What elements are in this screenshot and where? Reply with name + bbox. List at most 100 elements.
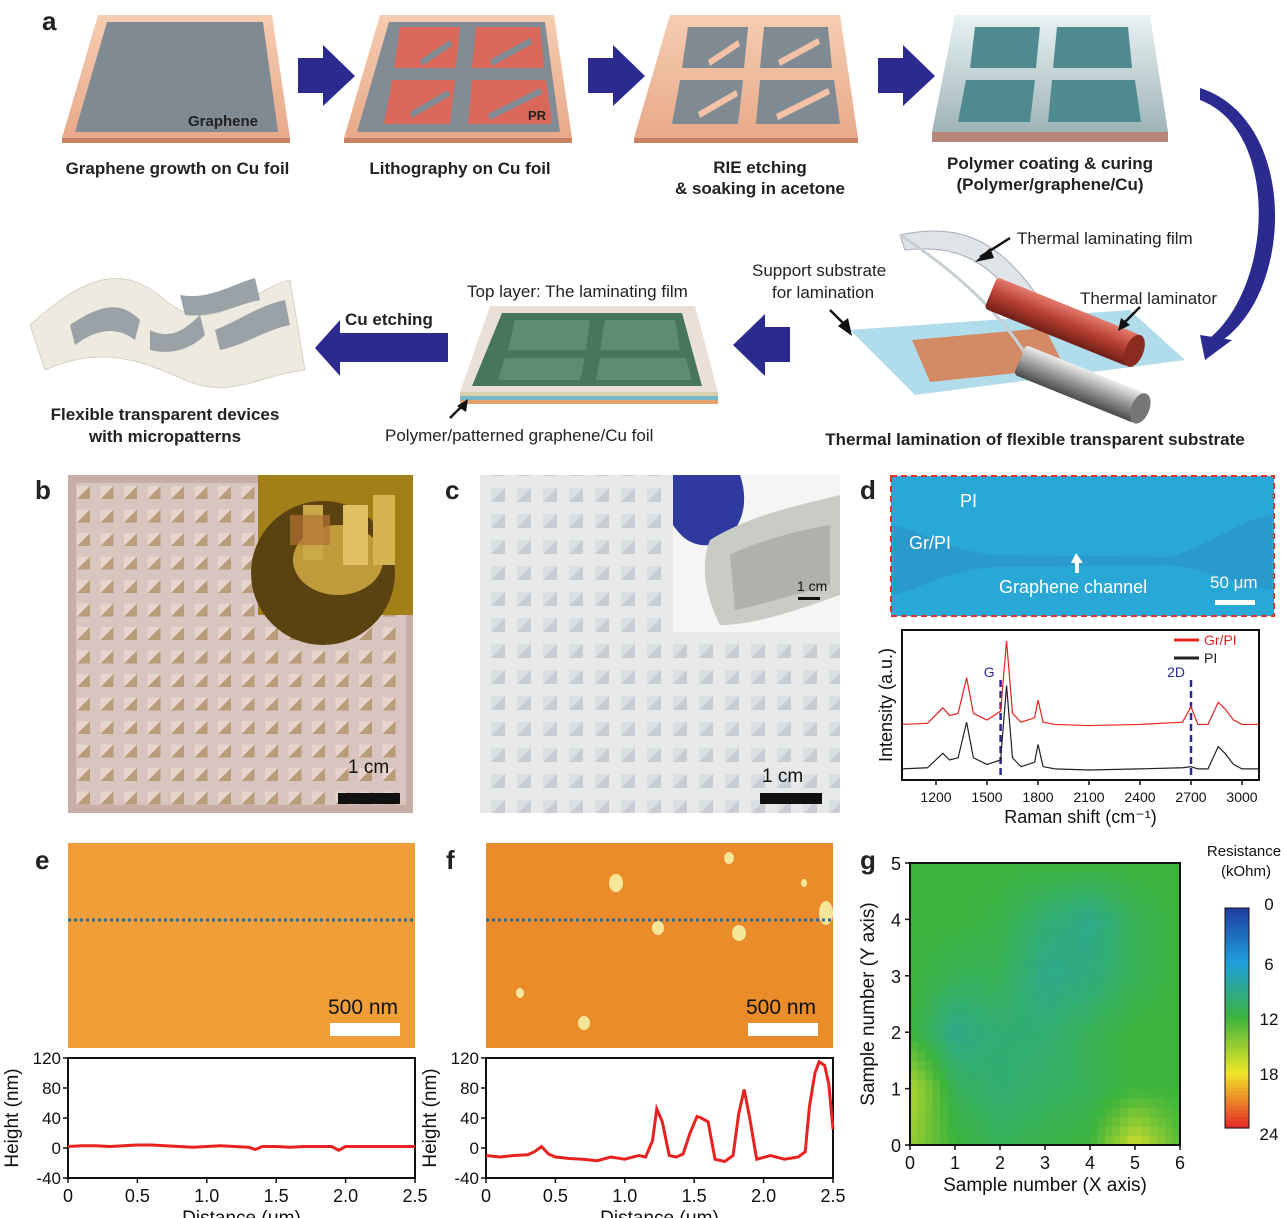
arrow-right-icon [298,45,355,106]
heatmap-cell [1015,900,1024,911]
heatmap-cell [970,1032,979,1043]
heatmap-cell [1037,1051,1046,1061]
heatmap-cell [962,1126,971,1137]
y-axis-label: Sample number (Y axis) [858,902,879,1105]
heatmap-cell [1037,1088,1046,1099]
heatmap-cell [1097,1060,1106,1071]
heatmap-cell [970,1116,979,1127]
heatmap-cell [1135,863,1144,873]
heatmap-cell [977,1126,986,1137]
heatmap-cell [985,1013,994,1024]
heatmap-cell [925,891,934,902]
heatmap-cell [977,1060,986,1071]
heatmap-cell [1037,863,1046,873]
heatmap-cell [1165,1116,1174,1127]
heatmap-cell [955,1107,964,1118]
heatmap-cell [1097,1041,1106,1052]
heatmap-cell [1135,1060,1144,1071]
arrow-left-icon [733,314,790,376]
heatmap-cell [917,994,926,1005]
heatmap-cell [1082,1013,1091,1024]
heatmap-cell [1075,900,1084,911]
heatmap-cell [1007,919,1016,930]
heatmap-cell [1157,1098,1166,1108]
heatmap-cell [925,1060,934,1071]
heatmap-cell [1067,872,1076,883]
heatmap-cell [1030,891,1039,902]
heatmap-cell [917,881,926,892]
heatmap-cell [1120,966,1129,977]
colorbar-segment [1225,970,1249,975]
x-tick-label: 4 [1085,1153,1095,1173]
x-tick-label: 2.5 [820,1186,845,1206]
heatmap-cell [985,1116,994,1127]
heatmap-cell [1105,1116,1114,1127]
heatmap-cell [1120,957,1129,967]
heatmap-cell [1157,1060,1166,1071]
x-tick-label: 1200 [920,789,951,805]
heatmap-cell [1090,1079,1099,1090]
heatmap-cell [1150,900,1159,911]
heatmap-cell [1000,1126,1009,1137]
heatmap-cell [1045,1116,1054,1127]
heatmap-cell [1150,891,1159,902]
y-tick-label: 120 [451,1049,479,1068]
heatmap-cell [1022,1098,1031,1108]
heatmap-cell [1097,994,1106,1005]
heatmap-cell [1142,1107,1151,1118]
arrow-left-icon [315,320,448,376]
colorbar-segment [1225,1062,1249,1067]
heatmap-cell [1165,1135,1174,1146]
heatmap-cell [1022,1032,1031,1043]
colorbar-segment [1225,911,1249,916]
heatmap-cell [940,1098,949,1108]
heatmap-cell [1157,1013,1166,1024]
heatmap-cell [1120,1032,1129,1043]
heatmap-cell [1090,994,1099,1005]
panel-a-schematic [29,15,1276,424]
x-tick-label: 1.5 [682,1186,707,1206]
heatmap-cell [1127,1135,1136,1146]
heatmap-cell [992,1107,1001,1118]
heatmap-cell [1015,1107,1024,1118]
heatmap-cell [917,928,926,939]
heatmap-cell [947,994,956,1005]
heatmap-cell [977,1098,986,1108]
heatmap-cell [1075,985,1084,996]
heatmap-cell [1097,919,1106,930]
heatmap-cell [1015,881,1024,892]
heatmap-cell [1067,1051,1076,1061]
heatmap-cell [1120,891,1129,902]
heatmap-cell [992,1022,1001,1033]
colorbar-title-line2: (kOhm) [1221,863,1271,880]
heatmap-cell [925,1126,934,1137]
colorbar-segment [1225,1087,1249,1092]
curved-arrow-icon [1200,88,1276,360]
y-tick-label: 80 [42,1079,61,1098]
heatmap-cell [1067,947,1076,958]
heatmap-cell [1015,1032,1024,1043]
heatmap-cell [1157,947,1166,958]
x-tick-label: 1500 [971,789,1002,805]
heatmap-cell [1105,891,1114,902]
heatmap-cell [1075,863,1084,873]
heatmap-cell [1127,863,1136,873]
heatmap-cell [1060,863,1069,873]
heatmap-cell [1090,900,1099,911]
heatmap-cell [925,1022,934,1033]
heatmap-cell [1052,1107,1061,1118]
heatmap-cell [932,1069,941,1080]
heatmap-cell [917,966,926,977]
heatmap-cell [1007,1041,1016,1052]
colorbar-segment [1225,926,1249,931]
heatmap-cell [1150,947,1159,958]
heatmap-cell [1097,1088,1106,1099]
heatmap-cell [1090,1041,1099,1052]
heatmap-cell [917,1088,926,1099]
heatmap-cell [1172,985,1181,996]
heatmap-cell [940,1135,949,1146]
heatmap-cell [1090,1116,1099,1127]
heatmap-cell [1142,957,1151,967]
heatmap-cell [917,1107,926,1118]
heatmap-cell [1075,947,1084,958]
